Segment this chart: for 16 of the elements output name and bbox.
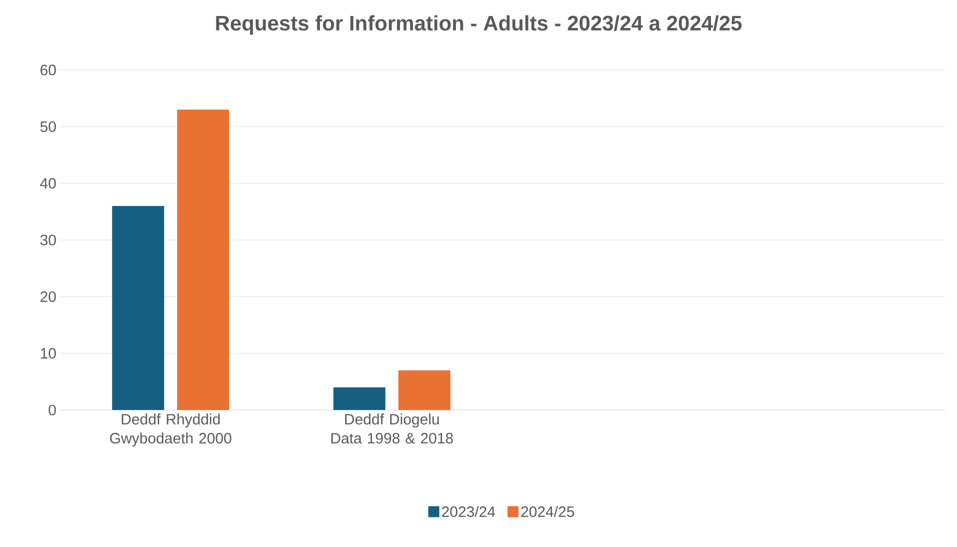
legend-label: 2024/25 xyxy=(521,506,574,518)
y-tick-label: 10 xyxy=(40,348,56,359)
bar xyxy=(112,206,164,410)
y-tick-label: 20 xyxy=(40,291,56,302)
x-tick-label: Deddf Diogelu Data 1998 & 2018 xyxy=(331,414,453,444)
x-tick-label: Deddf Rhyddid Gwybodaeth 2000 xyxy=(110,414,232,447)
bar xyxy=(177,110,230,410)
y-tick-label: 50 xyxy=(40,121,56,132)
chart-title: Requests for Information - Adults - 2023/24 a 2024/25 xyxy=(216,15,742,35)
bar xyxy=(333,387,386,410)
y-tick-label: 40 xyxy=(40,178,56,189)
bar xyxy=(398,370,450,410)
y-tick-label: 60 xyxy=(40,64,56,76)
legend-label: 2023/24 xyxy=(442,506,496,518)
y-tick-label: 30 xyxy=(40,234,56,246)
y-tick-label: 0 xyxy=(48,404,56,416)
